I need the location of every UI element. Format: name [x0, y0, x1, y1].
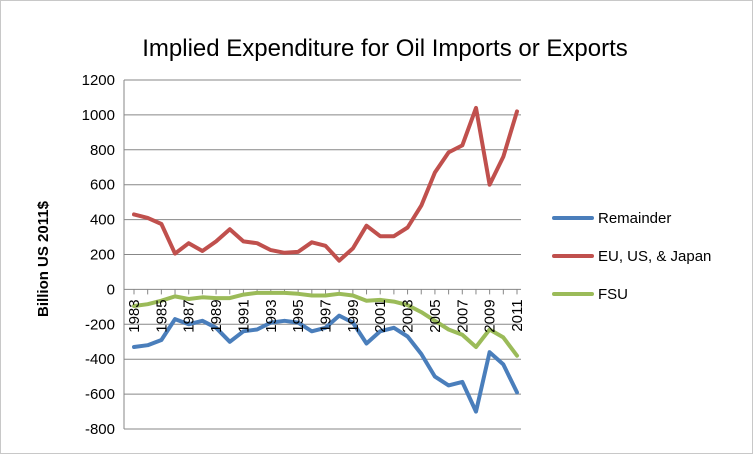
gridlines	[124, 79, 521, 430]
y-tick-label: -600	[85, 386, 115, 403]
x-tick-label: 1995	[290, 299, 307, 332]
x-tick-label: 1997	[318, 299, 335, 332]
legend-label: FSU	[598, 286, 628, 303]
series-line	[132, 313, 519, 414]
x-tick-label: 1987	[181, 299, 198, 332]
x-tick-label: 2009	[482, 299, 499, 332]
x-tick-label: 1993	[263, 299, 280, 332]
legend-label: EU, US, & Japan	[598, 248, 711, 265]
y-tick-label: -800	[85, 421, 115, 438]
y-tick-label: 1200	[82, 72, 115, 89]
x-tick-label: 1989	[208, 299, 225, 332]
x-tick-label: 1991	[235, 299, 252, 332]
x-tick-labels: 1983 1985 1987 1989 1991 1993 1995 1997 1999 2001…	[126, 299, 526, 332]
series-line	[132, 105, 519, 263]
y-axis-label: Billion US 2011$	[35, 200, 52, 317]
x-tick-label: 1983	[126, 299, 143, 332]
x-tick-label: 2011	[509, 299, 526, 331]
series-line	[132, 290, 519, 358]
y-tick-label: 600	[90, 177, 115, 194]
series-lines	[132, 105, 519, 414]
legend-label: Remainder	[598, 210, 671, 227]
y-tick-label: 1000	[82, 107, 115, 124]
x-tick-label: 1999	[345, 299, 362, 332]
y-tick-label: -400	[85, 351, 115, 368]
y-tick-label: -200	[85, 316, 115, 333]
x-tick-label: 2007	[454, 299, 471, 332]
chart-title: Implied Expenditure for Oil Imports or E…	[142, 35, 628, 62]
x-tick-label: 2005	[427, 299, 444, 332]
y-tick-label: 0	[107, 281, 115, 298]
y-tick-label: 200	[90, 247, 115, 264]
x-tick-label: 1985	[153, 299, 170, 332]
x-tick-label: 2003	[400, 299, 417, 332]
legend: Remainder EU, US, & Japan FSU	[552, 210, 711, 303]
y-tick-label: 400	[90, 212, 115, 229]
y-tick-labels: 1200 1000 800 600 400 200 0 -200 -400 -600 -800	[82, 72, 115, 438]
x-tick-label: 2001	[372, 299, 389, 332]
y-tick-label: 800	[90, 142, 115, 159]
